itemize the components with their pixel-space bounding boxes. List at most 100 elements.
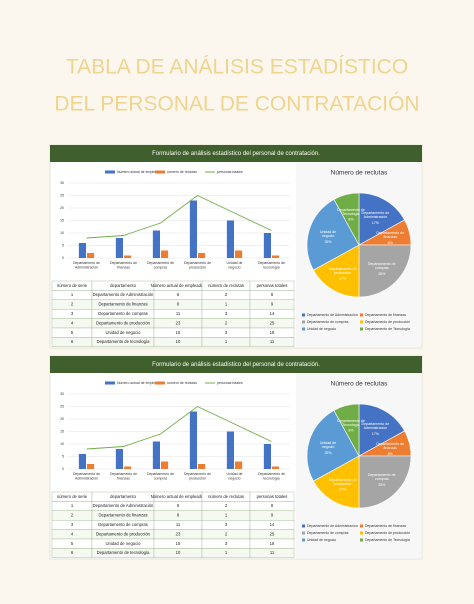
table-header: departamento [110, 494, 137, 499]
y-tick-label: 30 [60, 181, 64, 185]
table-cell-text: Unidad de negocio [106, 541, 142, 546]
line-series [86, 194, 272, 239]
pie-legend-label: Departamento de Administración [307, 524, 358, 528]
bar [189, 411, 197, 469]
bar [272, 466, 280, 469]
y-tick-label: 25 [60, 404, 64, 408]
table-header: número de reclutas [208, 494, 244, 499]
legend-swatch [302, 524, 305, 528]
table-cell-text: Unidad de negocio [106, 330, 142, 335]
legend-swatch [105, 381, 115, 385]
pie-slice [358, 192, 405, 246]
legend-swatch [302, 538, 305, 542]
table-cell-text: 9 [271, 513, 274, 518]
pie-legend-label: Departamento de Administración [307, 313, 358, 317]
legend-label: personas totales [217, 381, 243, 385]
table-cell-text: 2 [225, 531, 228, 536]
table-cell-text: 3 [225, 311, 228, 316]
table-cell-text: 23 [176, 531, 181, 536]
pie-slice [333, 192, 360, 246]
y-tick-label: 5 [62, 454, 64, 458]
table-cell-text: 1 [225, 550, 228, 555]
pie-legend-label: Unidad de negocio [307, 538, 336, 542]
legend-swatch [302, 327, 305, 331]
pie-slice-label: Departamento de finanzas [376, 231, 404, 239]
table-cell-text: Departamento de finanzas [98, 513, 147, 518]
table-cell-text: 5 [71, 541, 74, 546]
x-tick-label: Departamento de tecnología [258, 261, 285, 270]
table-cell-text: 1 [225, 339, 228, 344]
legend-swatch [302, 531, 305, 535]
table-cell-text: Departamento de producción [96, 320, 151, 325]
pie-value-label: 8% [388, 241, 394, 245]
pie-legend-label: Departamento de finanzas [365, 313, 406, 317]
pie-slice-label: Departamento de Tecnología [337, 419, 365, 427]
legend-swatch [360, 320, 363, 324]
pie-title: Número de reclutas [331, 381, 388, 388]
pie-slice-label: Unidad de negocio [320, 441, 336, 449]
pie-slice-label: Departamento de Administración [362, 422, 390, 430]
x-tick-label: Departamento de tecnología [258, 472, 285, 481]
table-cell-text: 6 [71, 339, 74, 344]
bar [235, 461, 243, 469]
table-cell-text: 5 [71, 330, 74, 335]
table-header: número de reclutas [208, 283, 244, 288]
table-cell-text: Departamento de tecnología [97, 339, 151, 344]
table-header: personas totales [257, 494, 288, 499]
page-title: TABLA DE ANÁLISIS ESTADÍSTICO [66, 56, 408, 79]
table-cell-text: 2 [71, 302, 74, 307]
pie-slice-label: Departamento de Administración [362, 211, 390, 219]
bar [189, 200, 197, 258]
table-cell-text: 18 [270, 330, 275, 335]
legend-swatch [302, 320, 305, 324]
table-cell-text: 23 [176, 320, 181, 325]
bar [87, 253, 95, 258]
x-tick-label: Departamento de Administración [73, 472, 100, 481]
table-cell-text: 3 [225, 541, 228, 546]
bar [263, 444, 271, 469]
legend-swatch [360, 524, 363, 528]
pie-legend-label: Departamento de Tecnología [365, 327, 410, 331]
bar [152, 441, 160, 469]
y-tick-label: 5 [62, 243, 64, 247]
table-cell-text: 6 [177, 503, 180, 508]
y-tick-label: 15 [60, 429, 64, 433]
bar [226, 431, 234, 469]
pie-slice-label: Departamento de producción [329, 478, 357, 486]
x-tick-label: Departamento de finanzas [110, 261, 137, 270]
legend-label: Número actual de empleados [117, 170, 163, 174]
table-cell-text: 1 [225, 513, 228, 518]
bar [115, 449, 123, 469]
pie-legend-label: Departamento de Tecnología [365, 538, 410, 542]
pie-slice [306, 410, 360, 482]
x-tick-label: Departamento de compras [147, 472, 174, 481]
table-header: número de serie [57, 283, 88, 288]
bar [235, 250, 243, 258]
y-tick-label: 20 [60, 417, 64, 421]
pie-slice [358, 455, 412, 509]
bar [78, 243, 86, 258]
legend-swatch [360, 313, 363, 317]
legend-swatch [105, 170, 115, 174]
bar [124, 466, 132, 469]
table-cell-text: Departamento de Administración [93, 503, 154, 508]
legend-label: Número actual de empleados [117, 381, 163, 385]
pie-legend-label: Departamento de producción [365, 531, 410, 535]
table-cell-text: 1 [71, 503, 74, 508]
table-cell-text: 3 [71, 522, 74, 527]
table-cell-text: 2 [225, 503, 228, 508]
bar [198, 253, 206, 258]
pie-slice-label: Departamento de compras [368, 262, 396, 270]
pie-legend-label: Departamento de compras [307, 531, 349, 535]
pie-slice-label: Departamento de finanzas [376, 442, 404, 450]
pie-value-label: 25% [324, 451, 332, 455]
table-cell-text: 2 [225, 292, 228, 297]
x-tick-label: Unidad de negocio [227, 472, 243, 481]
bar [124, 255, 132, 258]
pie-slice-label: Unidad de negocio [320, 230, 336, 238]
table-cell-text: 2 [225, 320, 228, 325]
table-cell-text: Departamento de producción [96, 531, 151, 536]
bar [161, 250, 169, 258]
table-cell-text: 25 [270, 531, 275, 536]
pie-slice [306, 199, 360, 271]
